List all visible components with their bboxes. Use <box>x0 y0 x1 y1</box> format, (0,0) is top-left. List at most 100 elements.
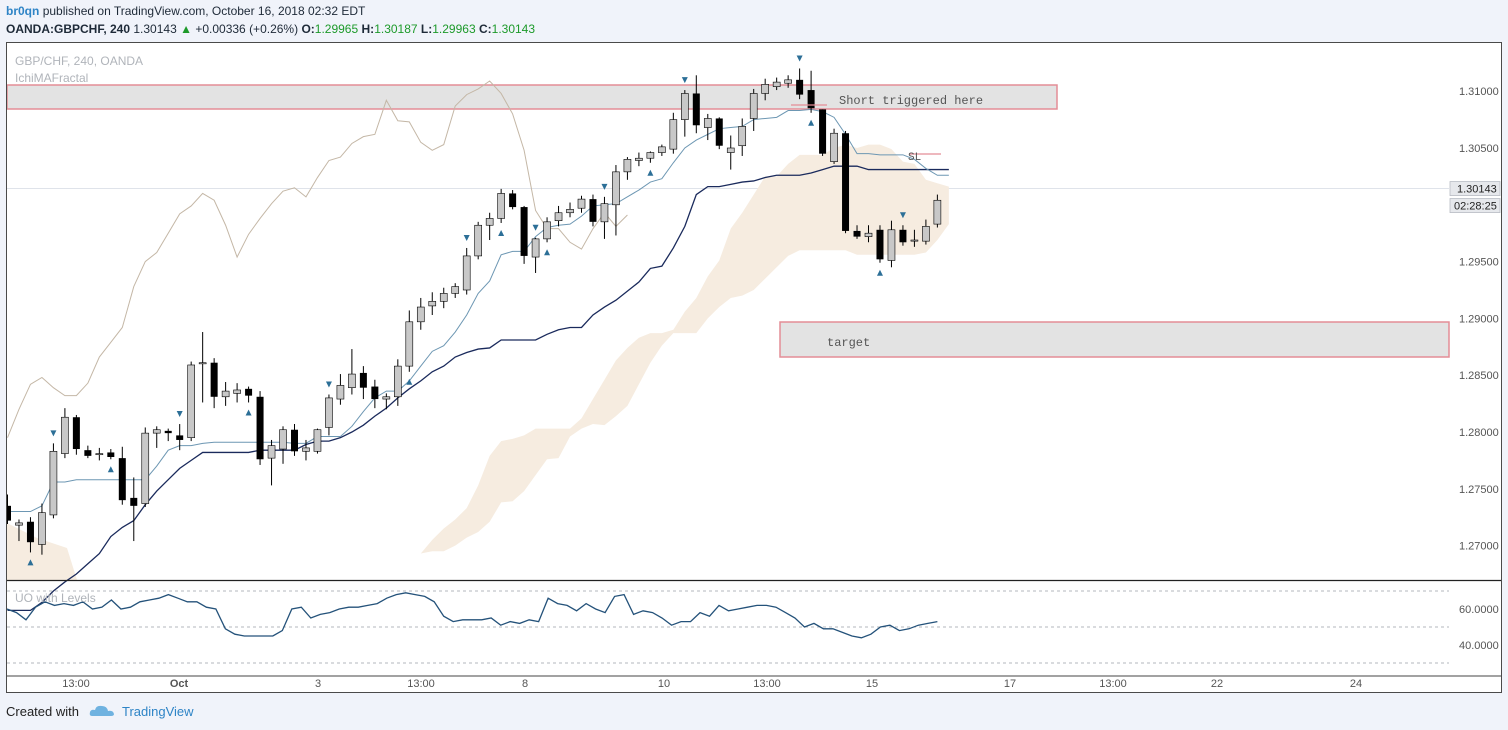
fractal-down-marker <box>647 169 654 176</box>
candle-body <box>474 224 482 257</box>
candle-body <box>267 445 276 459</box>
candle-body <box>577 198 586 209</box>
candle-body <box>910 239 919 242</box>
candle-body <box>589 199 597 222</box>
candle-body <box>164 430 172 434</box>
candle-body <box>348 373 356 388</box>
candle-body <box>428 301 437 307</box>
created-with-text: Created with <box>6 704 79 719</box>
candle-body <box>26 521 34 543</box>
current-price-tag <box>1449 181 1501 196</box>
candle-body <box>141 432 150 504</box>
fractal-up-marker <box>601 183 608 190</box>
candle-body <box>842 133 850 231</box>
fractal-down-marker <box>876 269 883 276</box>
candle-body <box>876 229 884 260</box>
candle-body <box>761 84 769 94</box>
candle-body <box>922 226 930 242</box>
candle-body <box>279 429 287 450</box>
chart-canvas[interactable]: Short triggered here SL target GBP/CHF, … <box>7 43 1501 692</box>
price-tick-label: 1.28500 <box>1459 370 1499 382</box>
candle-body <box>359 372 367 388</box>
target-annotation-label: target <box>827 336 870 350</box>
price-tick-label: 1.29000 <box>1459 313 1499 325</box>
candles-layer <box>7 68 942 555</box>
price-change: +0.00336 (+0.26%) <box>195 22 299 36</box>
username-link[interactable]: br0qn <box>6 4 40 18</box>
short-zone-box <box>7 84 1058 110</box>
tradingview-link[interactable]: TradingView <box>122 704 194 719</box>
fractal-up-marker <box>50 430 57 437</box>
candle-body <box>233 389 241 394</box>
candle-body <box>7 505 11 521</box>
candle-body <box>221 390 230 398</box>
time-tick-label: 10 <box>658 678 670 690</box>
candle-body <box>554 212 563 222</box>
oscillator-tick-label: 60.0000 <box>1459 604 1499 616</box>
candle-body <box>130 497 138 506</box>
fractal-down-marker <box>245 409 252 416</box>
candle-body <box>646 152 655 159</box>
fractal-down-marker <box>808 119 815 126</box>
price-tick-label: 1.28000 <box>1459 427 1499 439</box>
current-price-tag-text: 1.30143 <box>1457 184 1497 196</box>
candle-body <box>256 396 264 460</box>
fractal-down-marker <box>406 378 413 385</box>
fractal-up-marker <box>899 212 906 219</box>
fractal-up-marker <box>796 55 803 62</box>
ichimoku-cloud <box>7 144 949 624</box>
candle-body <box>210 362 218 397</box>
candle-body <box>520 207 528 256</box>
legend-pair-title: GBP/CHF, 240, OANDA <box>15 54 143 68</box>
stop-loss-label: SL <box>908 152 921 164</box>
short-annotation-label: Short triggered here <box>839 94 983 108</box>
close-label: C: <box>478 22 492 36</box>
time-tick-label: 13:00 <box>62 678 90 690</box>
candle-body <box>819 109 827 154</box>
chart-frame[interactable]: Short triggered here SL target GBP/CHF, … <box>6 42 1502 693</box>
price-tick-label: 1.27500 <box>1459 484 1499 496</box>
candle-body <box>439 293 448 302</box>
candle-body <box>416 306 425 323</box>
oscillator-pane: 60.0000 40.0000 <box>7 590 1499 664</box>
candle-body <box>61 416 69 454</box>
candle-body <box>394 365 402 398</box>
fractal-down-marker <box>544 249 551 256</box>
candle-body <box>692 93 700 126</box>
candle-body <box>933 199 942 225</box>
footer: Created with TradingView <box>6 704 194 719</box>
candle-body <box>198 362 207 365</box>
oscillator-tick-label: 40.0000 <box>1459 640 1499 652</box>
candle-body <box>152 429 161 434</box>
legend-indicator-name[interactable]: IchiMAFractal <box>15 71 88 85</box>
high-label: H: <box>361 22 375 36</box>
candle-body <box>38 512 46 545</box>
candle-body <box>612 171 620 206</box>
candle-body <box>726 147 735 153</box>
last-price: 1.30143 <box>133 22 177 36</box>
open-label: O: <box>301 22 315 36</box>
fractal-up-marker <box>532 224 539 231</box>
fractal-up-marker <box>176 411 183 418</box>
candle-body <box>864 232 873 237</box>
candle-body <box>451 286 460 294</box>
lagging-span-line <box>7 80 628 438</box>
price-axis: 1.31000 1.30500 1.29500 1.29000 1.28500 1.280… <box>1459 86 1499 552</box>
candle-body <box>853 230 861 237</box>
candle-body <box>749 93 758 119</box>
candle-body <box>681 93 689 120</box>
candle-body <box>830 132 838 162</box>
candle-body <box>669 119 678 150</box>
oscillator-line <box>7 592 938 639</box>
candle-body <box>176 435 184 440</box>
legend-oscillator-name[interactable]: UO with Levels <box>15 591 96 605</box>
fractal-down-marker <box>107 466 114 473</box>
triangle-up-icon: ▲ <box>180 22 192 36</box>
published-text: published on TradingView.com, October 16… <box>42 4 366 18</box>
price-tick-label: 1.31000 <box>1459 86 1499 98</box>
candle-body <box>715 118 723 146</box>
fractal-up-marker <box>325 381 332 388</box>
candle-body <box>485 218 494 226</box>
countdown-tag-text: 02:28:25 <box>1454 201 1497 213</box>
fractal-up-marker <box>463 234 470 241</box>
